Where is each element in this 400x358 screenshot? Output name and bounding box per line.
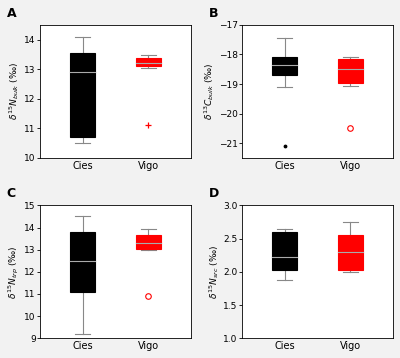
Text: C: C bbox=[7, 187, 16, 200]
Bar bbox=[338, 235, 363, 271]
Bar bbox=[70, 53, 95, 137]
Y-axis label: $\delta^{13}C_{bulk}$ (‰): $\delta^{13}C_{bulk}$ (‰) bbox=[202, 63, 216, 120]
Bar bbox=[136, 58, 161, 66]
Bar bbox=[338, 59, 363, 83]
Bar bbox=[272, 232, 297, 271]
Y-axis label: $\delta^{15}N_{bulk}$ (‰): $\delta^{15}N_{bulk}$ (‰) bbox=[8, 62, 22, 120]
Bar bbox=[272, 57, 297, 75]
Text: B: B bbox=[209, 7, 218, 20]
Text: A: A bbox=[7, 7, 16, 20]
Bar bbox=[70, 232, 95, 292]
Y-axis label: $\delta^{15}N_{trp}$ (‰): $\delta^{15}N_{trp}$ (‰) bbox=[7, 245, 22, 299]
Bar bbox=[136, 235, 161, 248]
Y-axis label: $\delta^{15}N_{src}$ (‰): $\delta^{15}N_{src}$ (‰) bbox=[207, 245, 221, 299]
Text: D: D bbox=[209, 187, 219, 200]
